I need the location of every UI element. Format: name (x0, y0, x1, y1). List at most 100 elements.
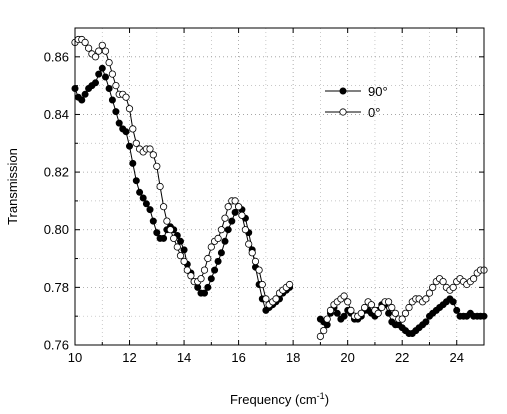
data-point (360, 303, 369, 312)
data-point (207, 243, 215, 251)
legend-marker (339, 87, 347, 95)
data-point (105, 85, 113, 93)
data-point (398, 315, 406, 323)
data-point (126, 142, 134, 150)
data-point (320, 326, 328, 335)
data-point (401, 309, 410, 317)
x-axis-label-main: Frequency (cm (230, 392, 317, 407)
data-point (112, 108, 120, 116)
data-point (187, 272, 195, 280)
y-tick-label: 0.80 (44, 222, 69, 237)
data-point (391, 309, 399, 317)
data-point (112, 82, 120, 90)
data-point (149, 217, 157, 225)
data-point (231, 208, 239, 216)
data-point (453, 306, 461, 314)
data-point (326, 306, 335, 314)
data-point (272, 295, 280, 303)
data-point (385, 309, 393, 317)
legend-marker (339, 108, 347, 116)
y-tick-label: 0.78 (44, 280, 69, 295)
y-tick-label: 0.84 (44, 107, 69, 122)
data-point (176, 252, 185, 260)
data-point (129, 159, 137, 167)
data-point (469, 275, 478, 283)
data-point (122, 93, 130, 101)
plot-frame (74, 27, 485, 346)
grid (75, 28, 484, 345)
data-point (200, 266, 209, 274)
data-point (160, 203, 168, 211)
data-point (102, 73, 110, 81)
data-point (197, 275, 205, 283)
data-point (245, 240, 253, 248)
data-point (255, 266, 263, 274)
data-point (344, 298, 352, 306)
data-point (132, 139, 140, 147)
y-tick-label: 0.76 (44, 338, 69, 353)
data-point (142, 200, 150, 208)
x-axis-label-superscript: -1 (317, 391, 325, 401)
data-point (374, 309, 382, 317)
data-point (217, 249, 225, 257)
data-point (170, 234, 178, 242)
data-point (367, 301, 375, 309)
data-point (429, 283, 437, 291)
data-point (146, 145, 154, 153)
x-tick-label: 20 (340, 350, 354, 365)
data-point (173, 243, 181, 251)
data-point (449, 298, 457, 306)
data-point (108, 70, 117, 78)
data-point (235, 203, 243, 211)
data-point (258, 280, 266, 289)
data-point (217, 226, 225, 234)
legend: 90°0° (325, 84, 388, 120)
data-point (125, 105, 134, 113)
data-point (98, 41, 106, 49)
data-point (180, 246, 188, 254)
data-point (340, 312, 348, 320)
x-tick-label: 18 (286, 350, 300, 365)
y-tick-label: 0.86 (44, 49, 69, 64)
x-axis-label-close: ) (325, 392, 329, 407)
data-point (149, 151, 157, 159)
data-point (105, 58, 113, 67)
data-point (388, 303, 396, 312)
legend-label: 90° (368, 84, 388, 99)
data-point (166, 226, 174, 234)
data-point (323, 315, 331, 323)
data-point (95, 70, 103, 78)
data-point (333, 309, 341, 317)
series-layer (71, 35, 488, 340)
data-point (238, 211, 246, 219)
data-point (357, 309, 365, 317)
data-point (231, 197, 239, 205)
x-tick-label: 12 (122, 350, 136, 365)
data-point (425, 289, 434, 297)
data-point (316, 332, 324, 340)
data-point (129, 125, 137, 133)
data-point (224, 226, 232, 234)
data-point (204, 254, 212, 263)
x-tick-label: 24 (449, 350, 463, 365)
data-point (132, 177, 140, 185)
data-point (439, 277, 447, 286)
data-point (153, 162, 161, 170)
data-point (98, 64, 106, 72)
data-point (214, 234, 222, 242)
x-axis-label: Frequency (cm-1) (230, 391, 329, 407)
ticks: 10 12 14 16 18 20 22 24 0.76 0.78 0.80 0.82 0.84 0.86 (44, 28, 484, 365)
data-point (384, 298, 393, 306)
data-point (340, 292, 348, 300)
data-point (214, 257, 222, 265)
y-axis-label: Transmission (5, 148, 20, 225)
data-point (262, 295, 270, 303)
data-point (183, 266, 191, 274)
data-point (378, 303, 386, 312)
data-point (156, 182, 164, 191)
data-point (251, 257, 260, 265)
data-point (95, 47, 103, 55)
data-point (422, 295, 430, 303)
data-point (285, 280, 294, 289)
data-point (221, 237, 229, 245)
